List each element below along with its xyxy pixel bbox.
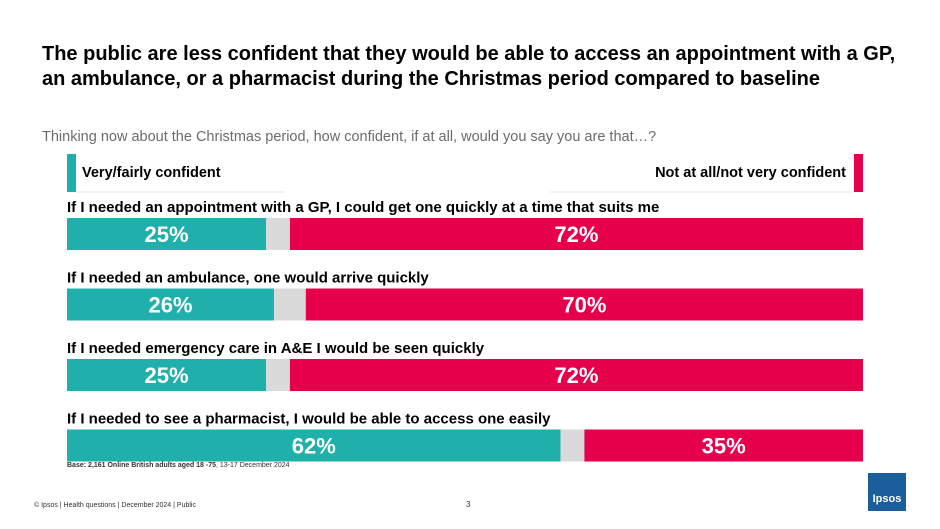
category-label: If I needed an appointment with a GP, I … [67, 199, 659, 216]
bar-segment [273, 288, 306, 321]
data-label: 35% [702, 434, 746, 459]
bar-segment [67, 429, 561, 462]
legend-not-confident-label: Not at all/not very confident [655, 165, 846, 181]
data-label: 25% [144, 363, 188, 388]
page-title: The public are less confident that they … [42, 43, 896, 90]
data-label: 25% [144, 222, 188, 247]
legend-confident-label: Very/fairly confident [82, 165, 221, 181]
question-subtitle: Thinking now about the Christmas period,… [42, 129, 657, 145]
legend-confident-swatch [67, 154, 76, 192]
bar-segment [289, 218, 863, 250]
category-label: If I needed emergency care in A&E I woul… [67, 340, 485, 357]
legend-not-confident-swatch [854, 154, 863, 192]
bar-segment [67, 359, 266, 391]
data-label: 72% [554, 222, 598, 247]
bar-segment [305, 288, 863, 321]
bar-segment [67, 218, 266, 250]
base-footnote: Base: 2,161 Online British adults aged 1… [67, 462, 290, 469]
base-footnote-rest: , 13-17 December 2024 [216, 462, 290, 469]
data-label: 72% [554, 363, 598, 388]
base-footnote-bold: Base: 2,161 Online British adults aged 1… [67, 462, 216, 469]
bar-segment [266, 218, 290, 250]
page-number: 3 [466, 500, 471, 509]
bar-segment [266, 359, 290, 391]
data-label: 26% [148, 293, 192, 318]
ipsos-logo: Ipsos [868, 473, 906, 511]
bar-segment [289, 359, 863, 391]
bar-segment [67, 288, 274, 321]
data-label: 70% [562, 293, 606, 318]
bar-segment [560, 429, 585, 462]
category-label: If I needed an ambulance, one would arri… [67, 270, 429, 287]
category-label: If I needed to see a pharmacist, I would… [67, 411, 551, 428]
data-label: 62% [292, 434, 336, 459]
bar-segment [584, 429, 863, 462]
footer-text: © Ipsos | Health questions | December 20… [34, 502, 196, 509]
